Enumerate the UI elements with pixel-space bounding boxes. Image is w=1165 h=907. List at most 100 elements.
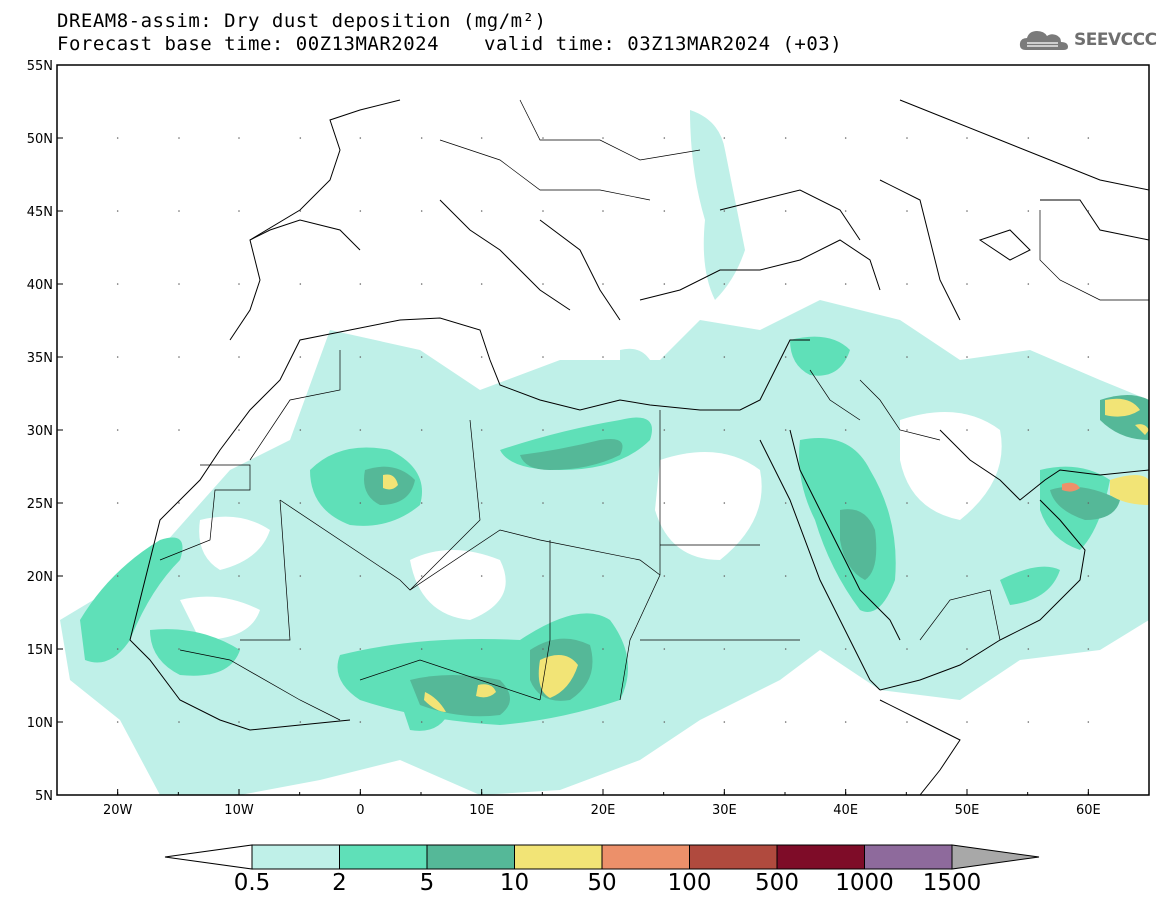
grid-dot xyxy=(116,429,119,431)
grid-dot xyxy=(359,137,362,139)
map-title: DREAM8-assim: Dry dust deposition (mg/m²… xyxy=(57,10,547,32)
grid-dot xyxy=(420,137,423,139)
grid-dot xyxy=(420,356,423,358)
grid-dot xyxy=(906,575,908,577)
grid-dot xyxy=(1087,575,1090,577)
grid-dot xyxy=(238,283,240,285)
grid-dot xyxy=(663,356,666,358)
grid-dot xyxy=(542,575,544,577)
grid-dot xyxy=(663,283,666,285)
grid-dot xyxy=(480,210,483,212)
grid-dot xyxy=(238,502,240,504)
grid-dot xyxy=(723,356,726,358)
grid-dot xyxy=(238,137,240,139)
grid-dot xyxy=(844,283,847,285)
lat-tick-label: 10N xyxy=(27,716,53,731)
grid-dot xyxy=(238,575,240,577)
lat-tick-label: 35N xyxy=(27,351,53,366)
grid-dot xyxy=(1027,210,1030,212)
dust-field-level-1 xyxy=(60,110,1149,795)
grid-dot xyxy=(906,137,908,139)
grid-dot xyxy=(480,721,483,723)
grid-dot xyxy=(663,137,666,139)
grid-dot xyxy=(723,721,726,723)
grid-dot xyxy=(238,210,240,212)
grid-dot xyxy=(602,721,604,723)
grid-dot xyxy=(178,575,180,577)
lat-tick-label: 25N xyxy=(27,497,53,512)
grid-dot xyxy=(966,283,968,285)
colorbar-label: 1000 xyxy=(835,870,894,896)
grid-dot xyxy=(966,429,968,431)
grid-dot xyxy=(542,137,544,139)
grid-dot xyxy=(299,283,302,285)
grid-dot xyxy=(844,137,847,139)
colorbar-label: 50 xyxy=(587,870,617,896)
grid-dot xyxy=(1027,356,1030,358)
grid-dot xyxy=(602,283,604,285)
lon-tick-label: 40E xyxy=(833,803,858,818)
grid-dot xyxy=(1087,721,1090,723)
grid-dot xyxy=(116,648,119,650)
grid-dot xyxy=(723,429,726,431)
grid-dot xyxy=(723,575,726,577)
grid-dot xyxy=(1087,502,1090,504)
grid-dot xyxy=(844,210,847,212)
lon-tick-label: 20W xyxy=(103,803,133,818)
lat-tick-label: 5N xyxy=(35,789,53,804)
forecast-base-time: Forecast base time: 00Z13MAR2024 xyxy=(57,33,440,55)
grid-dot xyxy=(906,648,908,650)
grid-dot xyxy=(480,283,483,285)
grid-dot xyxy=(299,429,302,431)
lon-tick-label: 20E xyxy=(591,803,616,818)
grid-dot xyxy=(116,283,119,285)
colorbar-swatch xyxy=(776,844,865,870)
grid-dot xyxy=(359,429,362,431)
grid-dot xyxy=(299,502,302,504)
grid-dot xyxy=(359,648,362,650)
grid-dot xyxy=(906,210,908,212)
grid-dot xyxy=(178,429,180,431)
grid-dot xyxy=(116,721,119,723)
grid-dot xyxy=(238,356,240,358)
seevccc-logo: SEEVCCC xyxy=(1018,28,1157,52)
grid-dot xyxy=(723,648,726,650)
grid-dot xyxy=(784,283,787,285)
grid-dot xyxy=(1027,429,1030,431)
grid-dot xyxy=(1027,137,1030,139)
grid-dot xyxy=(906,283,908,285)
grid-dot xyxy=(784,137,787,139)
grid-dot xyxy=(602,648,604,650)
grid-dot xyxy=(1087,210,1090,212)
colorbar-swatch xyxy=(251,844,340,870)
grid-dot xyxy=(663,575,666,577)
grid-dot xyxy=(1027,648,1030,650)
grid-dot xyxy=(784,429,787,431)
grid-dot xyxy=(844,356,847,358)
dust-field-level-4 xyxy=(383,398,1149,712)
grid-dot xyxy=(784,356,787,358)
colorbar-swatch xyxy=(689,844,778,870)
grid-dot xyxy=(602,210,604,212)
colorbar-swatch xyxy=(864,844,953,870)
grid-dot xyxy=(602,429,604,431)
grid-dot xyxy=(238,721,240,723)
grid-dot xyxy=(784,502,787,504)
grid-dot xyxy=(420,502,423,504)
colorbar-label: 1500 xyxy=(922,870,982,896)
colorbar-swatch xyxy=(514,844,603,870)
grid-dot xyxy=(299,721,302,723)
lon-tick-label: 10W xyxy=(224,803,254,818)
grid-dot xyxy=(542,648,544,650)
grid-dot xyxy=(359,283,362,285)
colorbar-under-arrow xyxy=(164,844,253,870)
grid-dot xyxy=(844,429,847,431)
grid-dot xyxy=(1087,648,1090,650)
grid-dot xyxy=(178,721,180,723)
grid-dot xyxy=(966,721,968,723)
colorbar-label: 10 xyxy=(499,870,530,896)
grid-dot xyxy=(542,502,544,504)
colorbar-label: 500 xyxy=(755,870,799,896)
grid-dot xyxy=(116,575,119,577)
